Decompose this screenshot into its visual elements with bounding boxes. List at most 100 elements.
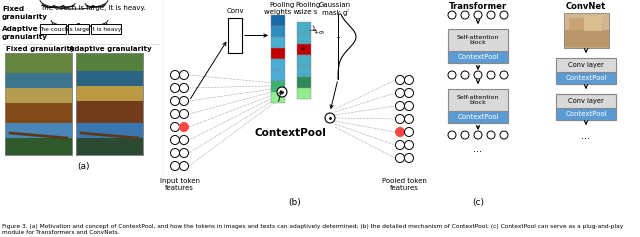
FancyBboxPatch shape	[68, 24, 89, 34]
Text: Pooling
size s: Pooling size s	[296, 2, 321, 15]
FancyBboxPatch shape	[5, 88, 72, 103]
FancyBboxPatch shape	[271, 92, 285, 103]
FancyBboxPatch shape	[5, 138, 72, 155]
Circle shape	[474, 71, 482, 79]
FancyBboxPatch shape	[5, 73, 72, 88]
FancyBboxPatch shape	[556, 108, 616, 120]
FancyBboxPatch shape	[5, 53, 72, 73]
Text: (a): (a)	[77, 162, 89, 171]
Text: ContextPool: ContextPool	[457, 114, 499, 120]
Circle shape	[448, 131, 456, 139]
Circle shape	[404, 114, 413, 123]
FancyBboxPatch shape	[271, 26, 285, 37]
Circle shape	[170, 109, 179, 118]
FancyBboxPatch shape	[76, 123, 143, 138]
Circle shape	[461, 131, 469, 139]
Circle shape	[170, 149, 179, 158]
Circle shape	[396, 88, 404, 97]
FancyBboxPatch shape	[5, 103, 72, 123]
Circle shape	[179, 123, 189, 132]
Text: Conv layer: Conv layer	[568, 98, 604, 104]
Circle shape	[404, 154, 413, 163]
Text: Input token
features: Input token features	[159, 178, 200, 191]
Circle shape	[404, 141, 413, 150]
FancyBboxPatch shape	[40, 24, 66, 34]
FancyBboxPatch shape	[556, 58, 616, 84]
FancyBboxPatch shape	[569, 18, 584, 30]
Text: ConvNet: ConvNet	[566, 2, 606, 11]
FancyBboxPatch shape	[584, 16, 602, 31]
Circle shape	[179, 161, 189, 170]
FancyBboxPatch shape	[556, 94, 616, 120]
Text: The couch: The couch	[38, 27, 68, 32]
Circle shape	[396, 141, 404, 150]
FancyBboxPatch shape	[564, 13, 609, 48]
FancyBboxPatch shape	[297, 77, 311, 88]
Circle shape	[461, 71, 469, 79]
Text: ...: ...	[474, 144, 483, 154]
FancyBboxPatch shape	[297, 33, 311, 44]
FancyBboxPatch shape	[297, 44, 311, 55]
Text: Conv: Conv	[226, 8, 244, 14]
Circle shape	[500, 131, 508, 139]
Circle shape	[474, 11, 482, 19]
FancyBboxPatch shape	[5, 53, 72, 155]
FancyBboxPatch shape	[271, 81, 285, 92]
Circle shape	[179, 136, 189, 145]
Circle shape	[170, 161, 179, 170]
Text: Adaptive
granularity: Adaptive granularity	[2, 26, 48, 40]
Circle shape	[500, 71, 508, 79]
Circle shape	[179, 109, 189, 118]
Circle shape	[170, 70, 179, 79]
FancyBboxPatch shape	[297, 55, 311, 66]
Circle shape	[396, 114, 404, 123]
FancyBboxPatch shape	[297, 88, 311, 99]
Circle shape	[179, 83, 189, 92]
FancyBboxPatch shape	[448, 89, 508, 123]
Circle shape	[179, 70, 189, 79]
Text: $s_i$: $s_i$	[300, 46, 306, 54]
FancyBboxPatch shape	[297, 22, 311, 33]
FancyBboxPatch shape	[76, 53, 143, 155]
FancyBboxPatch shape	[76, 86, 143, 101]
FancyBboxPatch shape	[271, 37, 285, 48]
Text: (b): (b)	[289, 198, 301, 207]
Circle shape	[404, 88, 413, 97]
FancyBboxPatch shape	[228, 18, 242, 53]
Text: is large: is large	[68, 27, 90, 32]
Circle shape	[277, 87, 287, 97]
Text: Self-attention
block: Self-attention block	[457, 95, 499, 105]
Circle shape	[396, 128, 404, 137]
Circle shape	[325, 113, 335, 123]
Circle shape	[487, 11, 495, 19]
Circle shape	[461, 11, 469, 19]
Circle shape	[487, 71, 495, 79]
FancyBboxPatch shape	[271, 48, 285, 59]
Text: (c): (c)	[472, 198, 484, 207]
Text: ContextPool: ContextPool	[565, 75, 607, 81]
FancyBboxPatch shape	[448, 29, 508, 63]
Text: it is heavy: it is heavy	[91, 27, 121, 32]
Circle shape	[170, 83, 179, 92]
Text: Self-attention
block: Self-attention block	[457, 35, 499, 46]
FancyBboxPatch shape	[448, 51, 508, 63]
Text: Pooled token
features: Pooled token features	[382, 178, 427, 191]
FancyBboxPatch shape	[564, 13, 609, 30]
Circle shape	[179, 96, 189, 105]
Text: The couch is large, it is heavy.: The couch is large, it is heavy.	[40, 5, 146, 11]
FancyBboxPatch shape	[271, 70, 285, 81]
Circle shape	[404, 76, 413, 85]
Circle shape	[448, 11, 456, 19]
Text: Conv layer: Conv layer	[568, 62, 604, 68]
FancyBboxPatch shape	[76, 101, 143, 123]
Circle shape	[170, 136, 179, 145]
FancyBboxPatch shape	[271, 15, 285, 26]
Text: Transformer: Transformer	[449, 2, 507, 11]
Circle shape	[170, 123, 179, 132]
Circle shape	[396, 101, 404, 110]
Circle shape	[179, 149, 189, 158]
Circle shape	[170, 96, 179, 105]
Circle shape	[474, 131, 482, 139]
Text: Figure 3. (a) Motivation and concept of ContextPool, and how the tokens in image: Figure 3. (a) Motivation and concept of …	[2, 224, 623, 235]
Text: Gaussian
mask gᴵ: Gaussian mask gᴵ	[319, 2, 351, 16]
